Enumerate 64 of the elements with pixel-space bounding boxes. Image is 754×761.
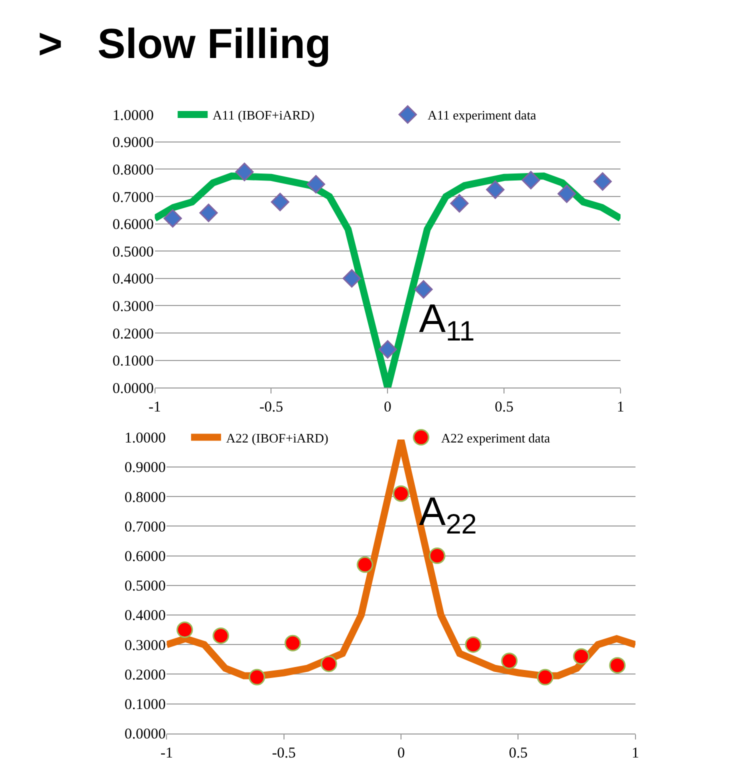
point bbox=[235, 162, 254, 182]
point bbox=[284, 634, 302, 652]
legend-label: A22 (IBOF+iARD) bbox=[226, 430, 328, 446]
annotation: A$_{11}$ bbox=[419, 297, 475, 346]
y-tick-label: 1.0000 bbox=[124, 430, 166, 447]
y-tick-label: 0.8000 bbox=[124, 490, 166, 506]
y-tick-label: 0.5000 bbox=[112, 244, 154, 260]
point bbox=[199, 204, 218, 222]
x-tick-label: 0.5 bbox=[508, 745, 528, 761]
x-tick-label: -1 bbox=[160, 745, 173, 761]
point bbox=[392, 485, 410, 502]
y-tick-label: 0.1000 bbox=[124, 697, 166, 714]
point bbox=[428, 548, 446, 564]
point bbox=[465, 636, 482, 653]
x-tick-label: 1 bbox=[616, 400, 624, 416]
y-tick-label: 0.7000 bbox=[112, 190, 154, 206]
point bbox=[501, 652, 518, 670]
point bbox=[414, 280, 433, 299]
point bbox=[306, 175, 326, 194]
x-tick-label: 0.5 bbox=[494, 400, 514, 416]
y-tick-label: 0.0000 bbox=[112, 380, 154, 397]
x-tick-label: -0.5 bbox=[272, 745, 296, 761]
point bbox=[320, 656, 338, 672]
point bbox=[573, 648, 590, 665]
point bbox=[522, 170, 540, 190]
y-tick-label: 0.5000 bbox=[124, 578, 166, 595]
y-tick-label: 0.7000 bbox=[124, 519, 166, 536]
x-tick-label: 1 bbox=[632, 745, 640, 761]
y-tick-label: 0.2000 bbox=[112, 326, 154, 342]
y-tick-label: 0.9000 bbox=[112, 135, 154, 152]
y-tick-label: 0.9000 bbox=[124, 460, 166, 476]
legend-label: A11 experiment data bbox=[428, 108, 536, 123]
y-tick-label: 0.6000 bbox=[112, 217, 154, 234]
y-tick-label: 0.4000 bbox=[112, 272, 154, 288]
chart-title: > Slow Filling bbox=[38, 20, 331, 67]
y-tick-label: 0.0000 bbox=[124, 726, 166, 743]
point bbox=[164, 209, 182, 228]
point bbox=[356, 556, 374, 573]
x-tick-label: -1 bbox=[148, 400, 162, 416]
point bbox=[609, 657, 626, 674]
y-tick-label: 0.3000 bbox=[112, 298, 154, 315]
point bbox=[450, 194, 469, 213]
y-tick-label: 0.2000 bbox=[124, 667, 166, 684]
point bbox=[176, 622, 194, 638]
point bbox=[248, 668, 266, 686]
point bbox=[212, 627, 230, 644]
legend-label: A22 experiment data bbox=[441, 430, 550, 446]
point bbox=[558, 184, 576, 203]
y-tick-label: 0.1000 bbox=[112, 354, 154, 370]
point bbox=[378, 340, 397, 359]
y-tick-label: 0.8000 bbox=[112, 162, 154, 178]
x-tick-label: 0 bbox=[397, 745, 405, 761]
y-tick-label: 0.3000 bbox=[124, 638, 166, 654]
point bbox=[486, 180, 504, 199]
point bbox=[342, 269, 362, 288]
legend-label: A11 (IBOF+iARD) bbox=[212, 108, 314, 123]
point bbox=[593, 172, 612, 191]
y-tick-label: 0.4000 bbox=[124, 608, 166, 624]
y-tick-label: 0.6000 bbox=[124, 549, 166, 566]
x-tick-label: 0 bbox=[384, 400, 392, 416]
y-tick-label: 1.0000 bbox=[112, 108, 154, 124]
point bbox=[270, 192, 290, 212]
point bbox=[536, 668, 554, 686]
x-tick-label: -0.5 bbox=[259, 400, 284, 416]
